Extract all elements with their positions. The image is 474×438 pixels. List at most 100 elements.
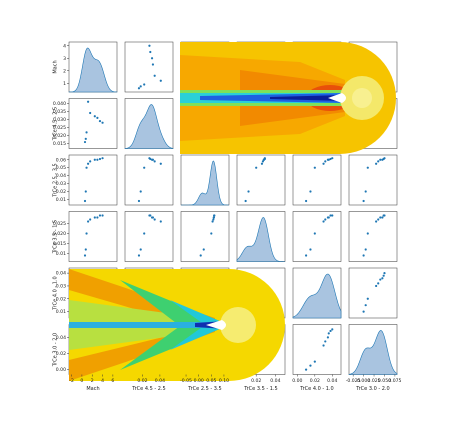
scatter-point xyxy=(212,218,215,221)
scatter-point xyxy=(93,115,96,118)
scatter-point xyxy=(309,248,312,251)
scatter-point xyxy=(159,220,162,223)
scatter-point xyxy=(199,254,202,257)
cell-frame xyxy=(348,154,398,206)
scatter-point xyxy=(84,137,87,140)
x-tick-label: 0.04 xyxy=(270,378,280,384)
x-tick-label: 0.025 xyxy=(367,378,380,384)
scatter-point xyxy=(148,214,151,217)
y-tick-label: 0.01 xyxy=(56,251,66,257)
kde-curve xyxy=(68,47,118,93)
scatter-point xyxy=(101,214,104,217)
y-axis-label: TrCe 2.5 - 3.5 xyxy=(53,163,59,197)
scatter-point xyxy=(96,158,99,161)
y-tick-label: 3 xyxy=(63,56,66,62)
y-tick-label: 0.020 xyxy=(53,231,66,237)
cell-frame xyxy=(348,211,398,262)
scatter-point xyxy=(137,87,141,90)
x-tick-label: -2 xyxy=(69,378,74,384)
scatter-point xyxy=(85,166,88,169)
scatter-point xyxy=(159,162,162,165)
scatter-point xyxy=(137,254,141,257)
scatter-point xyxy=(149,50,152,54)
scatter-point xyxy=(98,119,102,123)
scatter-point xyxy=(89,218,92,221)
y-tick-label: 0.02 xyxy=(56,351,66,357)
scatter-point xyxy=(322,344,325,347)
y-tick-label: 0.01 xyxy=(56,197,66,203)
cell-frame xyxy=(124,154,174,206)
kde-curve xyxy=(181,160,229,206)
scatter-point xyxy=(379,158,382,161)
scatter-point xyxy=(213,214,216,217)
scatter-point xyxy=(263,157,266,160)
x-axis-label: TrCe 3.5 - 1.5 xyxy=(243,386,277,392)
scatter-point xyxy=(331,328,334,331)
scatter-point xyxy=(324,218,327,221)
scatter-point xyxy=(139,190,142,193)
scatter-point xyxy=(377,218,380,221)
x-tick-label: 0.02 xyxy=(310,378,320,384)
scatter-point xyxy=(362,254,365,257)
y-tick-label: 4 xyxy=(63,43,66,49)
scatter-point xyxy=(261,160,265,163)
x-tick-label: 0.00 xyxy=(194,378,204,384)
scatter-point xyxy=(159,79,162,82)
scatter-point xyxy=(211,220,214,223)
scatter-point xyxy=(86,100,90,103)
x-tick-label: -0.05 xyxy=(180,378,192,384)
scatter-point xyxy=(244,199,247,203)
kde-curve xyxy=(124,104,174,149)
scatter-point xyxy=(362,199,365,203)
cell-frame xyxy=(68,154,118,206)
cell-frame xyxy=(292,211,342,262)
scatter-point xyxy=(322,220,325,223)
scatter-point xyxy=(84,248,87,251)
scatter-point xyxy=(83,140,87,144)
x-axis-label: Mach xyxy=(86,386,99,392)
scatter-point xyxy=(383,272,386,275)
scatter-point xyxy=(366,166,369,169)
scatter-point xyxy=(364,248,367,251)
cell-frame xyxy=(68,211,118,262)
scatter-point xyxy=(309,190,312,193)
scatter-point xyxy=(304,199,308,203)
scatter-point xyxy=(84,190,87,193)
x-tick-label: 0.000 xyxy=(357,378,370,384)
scatter-point xyxy=(98,157,102,161)
scatter-point xyxy=(322,162,325,165)
scatter-point xyxy=(327,158,330,161)
scatter-point xyxy=(324,160,327,163)
scatter-point xyxy=(331,157,334,160)
scatter-point xyxy=(366,232,369,235)
x-tick-label: 0 xyxy=(80,378,83,384)
scatter-point xyxy=(379,278,382,281)
scatter-point xyxy=(83,254,87,257)
scatter-point xyxy=(212,216,215,219)
x-axis-label: TrCe 4.0 - 1.0 xyxy=(299,386,333,392)
scatter-point xyxy=(304,254,308,257)
x-axis-label: TrCe 4.5 - 2.5 xyxy=(131,386,165,392)
y-axis-label: TrCe 4.0 - 1.0 xyxy=(53,276,59,310)
x-tick-label: 0.05 xyxy=(206,378,216,384)
y-tick-label: 0.020 xyxy=(53,133,66,139)
cell-frame xyxy=(348,267,398,319)
scatter-point xyxy=(85,131,88,134)
scatter-point xyxy=(366,297,369,300)
scatter-point xyxy=(383,157,386,160)
scatter-point xyxy=(143,166,146,169)
y-tick-label: 1 xyxy=(63,81,66,87)
y-tick-label: 0.02 xyxy=(56,296,66,302)
kde-curve xyxy=(236,217,285,262)
scatter-point xyxy=(379,216,382,219)
x-tick-label: 0.075 xyxy=(388,378,401,384)
scatter-point xyxy=(329,329,332,333)
scatter-point xyxy=(327,332,330,335)
cell-frame xyxy=(236,154,286,206)
x-tick-label: 0.02 xyxy=(137,378,147,384)
scatter-point xyxy=(260,162,264,165)
x-tick-label: 0.04 xyxy=(155,378,165,384)
scatter-point xyxy=(375,284,378,288)
y-axis-label: TrCe 4.5 - 2.5 xyxy=(53,107,59,141)
